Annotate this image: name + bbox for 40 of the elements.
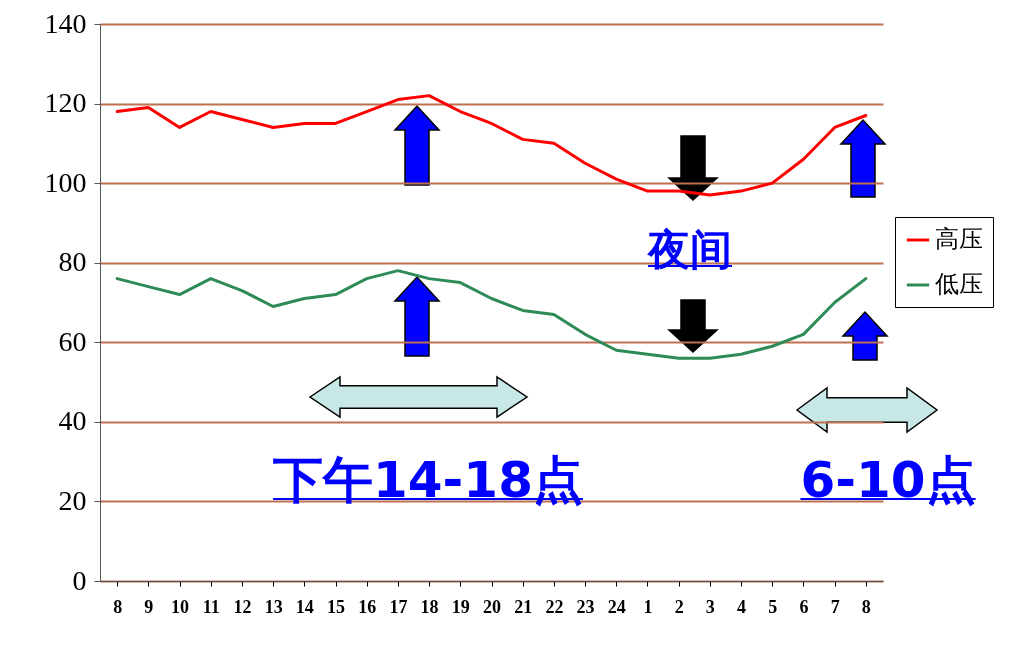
y-tick-label: 100 (44, 166, 87, 198)
legend-label: 高压 (935, 225, 983, 253)
x-tick-label: 12 (233, 596, 252, 617)
legend-label: 低压 (935, 270, 983, 298)
x-tick-label: 16 (358, 596, 377, 617)
line-series (115, 269, 868, 360)
x-tick-label: 8 (113, 596, 123, 617)
x-tick-label: 2 (674, 596, 684, 617)
x-tick-label: 10 (171, 596, 190, 617)
x-tick-label: 18 (420, 596, 439, 617)
x-tick-label: 19 (451, 596, 470, 617)
x-tick-label: 9 (144, 596, 154, 617)
x-tick-label: 14 (295, 596, 314, 617)
annotation: 夜间 (648, 224, 732, 276)
x-tick-label: 21 (514, 596, 533, 617)
line-series (115, 94, 868, 197)
y-tick-label: 60 (58, 325, 87, 357)
x-tick-label: 23 (576, 596, 595, 617)
x-tick-label: 7 (830, 596, 840, 617)
x-tick-label: 3 (705, 596, 715, 617)
x-tick-label: 8 (861, 596, 871, 617)
x-tick-label: 13 (264, 596, 283, 617)
x-tick-label: 17 (389, 596, 408, 617)
x-tick-label: 11 (202, 596, 220, 617)
x-tick-label: 4 (737, 596, 747, 617)
x-tick-label: 24 (607, 596, 626, 617)
annotation: 6-10点 (800, 450, 976, 511)
x-tick-label: 15 (327, 596, 346, 617)
x-tick-label: 6 (799, 596, 809, 617)
y-tick-label: 140 (44, 7, 87, 39)
x-tick-label: 22 (545, 596, 564, 617)
annotation: 下午14-18点 (273, 450, 583, 511)
y-tick-label: 0 (72, 564, 87, 596)
y-tick-label: 20 (58, 484, 87, 516)
y-tick-label: 80 (58, 246, 87, 278)
x-tick-label: 20 (483, 596, 501, 617)
y-tick-label: 120 (44, 87, 87, 119)
y-tick-label: 40 (58, 405, 87, 437)
x-tick-label: 5 (768, 596, 778, 617)
x-tick-label: 1 (643, 596, 653, 617)
